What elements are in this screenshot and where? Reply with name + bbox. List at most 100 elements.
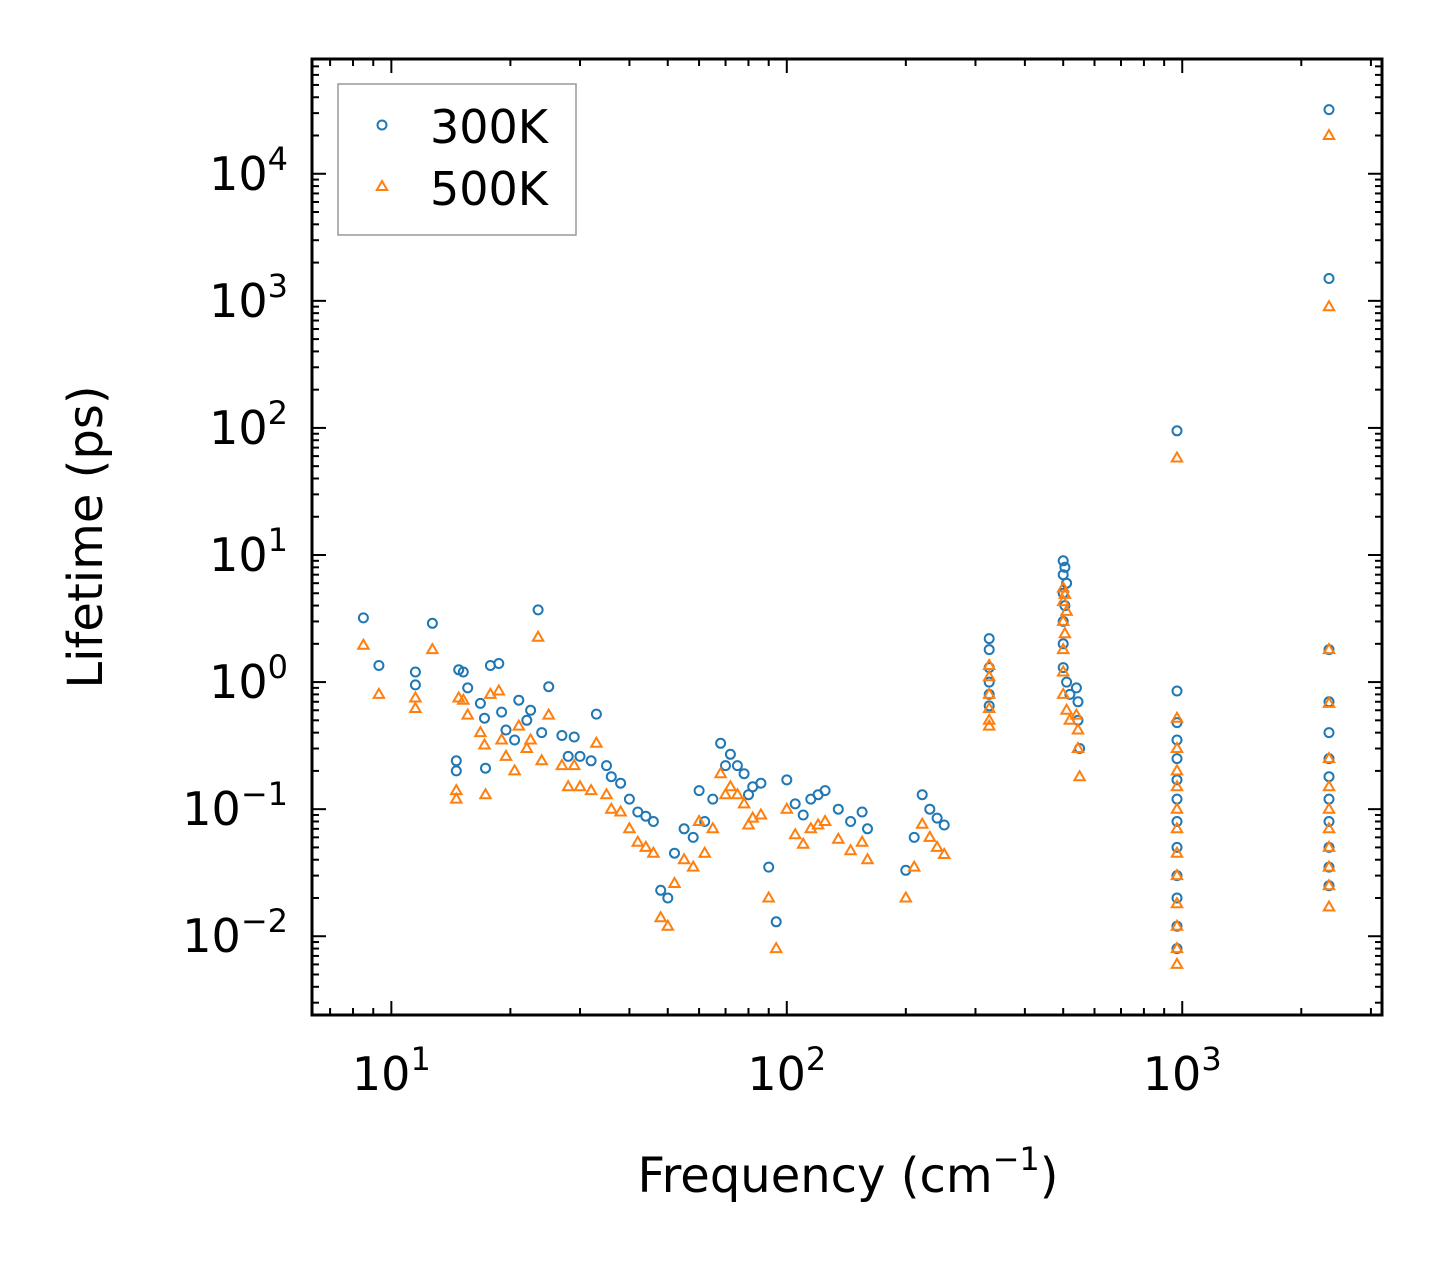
x-tick-exp: 2 <box>806 1040 826 1078</box>
point-300k <box>568 731 580 743</box>
point-300k <box>409 666 421 678</box>
point-500k <box>371 686 386 699</box>
point-500k <box>1322 801 1336 814</box>
point-300k <box>655 884 667 896</box>
y-tick-label-5: 103 <box>209 267 288 328</box>
point-500k <box>1170 868 1184 881</box>
point-300k <box>450 755 462 767</box>
point-500k <box>769 941 784 954</box>
x-axis-tick-labels: 101 102 103 <box>352 1040 1222 1101</box>
y-tick-exp: 4 <box>268 140 288 178</box>
point-300k <box>450 765 462 777</box>
point-300k <box>781 774 793 786</box>
point-300k <box>500 724 512 736</box>
point-300k <box>647 816 659 827</box>
point-300k <box>755 777 767 789</box>
point-300k <box>1070 682 1082 694</box>
point-500k <box>478 787 493 800</box>
point-300k <box>1171 816 1183 827</box>
y-tick-label-0: 10−2 <box>182 902 288 963</box>
y-tick-base: 10 <box>182 909 241 963</box>
x-tick-exp: 1 <box>410 1040 430 1078</box>
point-500k <box>531 629 546 642</box>
point-500k <box>1056 686 1071 699</box>
point-500k <box>788 827 803 840</box>
point-300k <box>938 819 950 831</box>
point-300k <box>916 789 928 801</box>
point-300k <box>1171 685 1183 697</box>
point-500k <box>1170 821 1184 834</box>
x-tick-label-2: 103 <box>1143 1040 1222 1101</box>
point-500k <box>599 787 614 800</box>
y-tick-base: 10 <box>209 528 268 582</box>
point-500k <box>779 801 794 814</box>
point-500k <box>1170 450 1184 463</box>
x-tick-exp: 3 <box>1201 1040 1221 1078</box>
axes-frame <box>310 57 1384 1017</box>
point-300k <box>1323 104 1335 116</box>
point-300k <box>1057 555 1069 567</box>
point-300k <box>983 633 995 645</box>
point-300k <box>1057 662 1069 674</box>
point-500k <box>1170 896 1184 909</box>
point-500k <box>831 831 846 844</box>
point-500k <box>622 821 637 834</box>
point-300k <box>983 676 995 688</box>
point-500k <box>534 753 549 766</box>
point-500k <box>511 718 526 731</box>
point-500k <box>1322 839 1336 852</box>
point-500k <box>584 783 599 796</box>
point-300k <box>1057 638 1069 650</box>
point-500k <box>697 845 712 858</box>
x-tick-base: 10 <box>1143 1047 1202 1101</box>
point-300k <box>1323 273 1335 284</box>
point-500k <box>554 758 569 771</box>
point-500k <box>1170 763 1184 776</box>
point-500k <box>1056 642 1071 655</box>
point-500k <box>541 707 556 720</box>
point-500k <box>1322 878 1336 891</box>
point-300k <box>532 604 544 616</box>
point-500k <box>741 817 756 830</box>
point-500k <box>1322 642 1336 655</box>
point-300k <box>640 810 652 822</box>
point-500k <box>499 748 513 761</box>
point-500k <box>982 686 997 699</box>
point-300k <box>770 916 782 928</box>
legend: 300K 500K <box>337 83 577 236</box>
y-tick-label-6: 104 <box>209 140 288 201</box>
point-300k <box>462 682 474 694</box>
point-500k <box>638 839 653 852</box>
point-500k <box>1170 918 1184 931</box>
point-500k <box>907 859 922 872</box>
legend-marker-500k <box>375 179 389 191</box>
point-500k <box>449 791 464 804</box>
point-300k <box>1171 753 1183 765</box>
point-300k <box>1061 676 1073 688</box>
point-500k <box>1322 821 1336 834</box>
point-500k <box>1322 695 1336 708</box>
point-500k <box>723 779 738 792</box>
point-300k <box>509 734 521 746</box>
point-500k <box>718 787 733 800</box>
point-500k <box>477 737 492 750</box>
point-300k <box>845 816 857 827</box>
point-500k <box>523 732 538 745</box>
point-300k <box>590 708 602 720</box>
point-300k <box>1072 696 1084 708</box>
point-300k <box>797 809 809 821</box>
point-500k <box>1170 779 1184 792</box>
y-tick-base: 10 <box>209 274 268 328</box>
point-300k <box>669 847 680 859</box>
point-500k <box>561 779 576 792</box>
point-500k <box>1322 751 1336 764</box>
point-500k <box>425 642 440 655</box>
point-500k <box>473 725 488 738</box>
point-300k <box>678 823 690 835</box>
point-500k <box>982 658 997 670</box>
point-500k <box>646 845 661 858</box>
point-500k <box>937 847 952 859</box>
legend-marker-300k <box>376 119 388 131</box>
point-300k <box>574 750 586 762</box>
y-tick-exp: 1 <box>268 521 288 559</box>
